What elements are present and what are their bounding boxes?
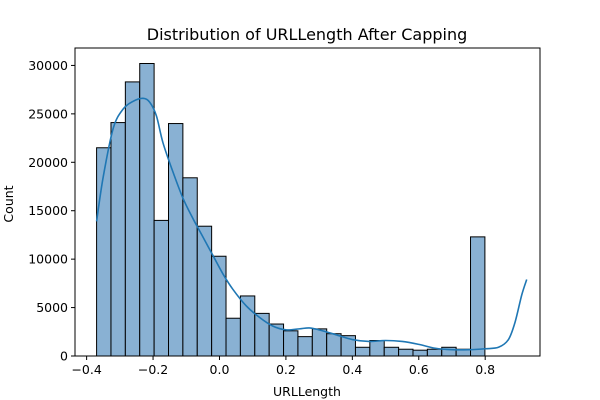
histogram-bar (297, 336, 313, 357)
y-tick-label: 10000 (28, 252, 68, 267)
y-tick-label: 25000 (28, 106, 68, 121)
histogram-bar (470, 236, 486, 357)
histogram-bar (211, 255, 227, 357)
histogram-bar (283, 330, 299, 357)
histogram-bar (124, 81, 141, 357)
axes-layer: −0.4 −0.2 0.0 0.2 0.4 0.6 0.8 0 5000 10000 15000 20… (28, 47, 541, 377)
x-axis-label: URLLength (273, 384, 341, 399)
y-tick-label: 20000 (28, 155, 68, 170)
histogram-bar (398, 348, 414, 357)
histogram-bar (383, 346, 400, 357)
histogram-bar (311, 328, 328, 357)
x-tick-label: 0.4 (342, 362, 362, 377)
histogram-bar (168, 123, 184, 357)
histogram-bar (326, 333, 342, 357)
plot-frame (74, 47, 541, 357)
histogram-bar (139, 63, 155, 357)
histogram-bar (412, 349, 428, 357)
x-tick-label: −0.2 (138, 362, 168, 377)
y-tick-label: 5000 (36, 300, 68, 315)
histogram-bar (426, 348, 443, 357)
histogram-bar (110, 122, 126, 357)
x-tick-label: 0.8 (475, 362, 495, 377)
histogram-bar (354, 346, 371, 357)
x-tick-label: −0.4 (71, 362, 101, 377)
histogram-bar (96, 147, 112, 357)
y-axis-label: Count (1, 185, 16, 222)
y-tick-label: 0 (60, 349, 68, 364)
x-tick-label: 0.0 (210, 362, 230, 377)
y-tick-label: 30000 (28, 58, 68, 73)
histogram-bar (153, 219, 169, 357)
kde-curve (95, 97, 528, 351)
histogram-bar (196, 225, 213, 357)
kde-layer (95, 97, 528, 351)
histogram-bar (225, 317, 241, 357)
x-tick-label: 0.6 (409, 362, 429, 377)
chart-title: Distribution of URLLength After Capping (147, 25, 468, 44)
y-tick-label: 15000 (28, 203, 68, 218)
x-tick-label: 0.2 (276, 362, 296, 377)
histogram-bar (369, 340, 385, 357)
histogram-bar (239, 295, 256, 357)
